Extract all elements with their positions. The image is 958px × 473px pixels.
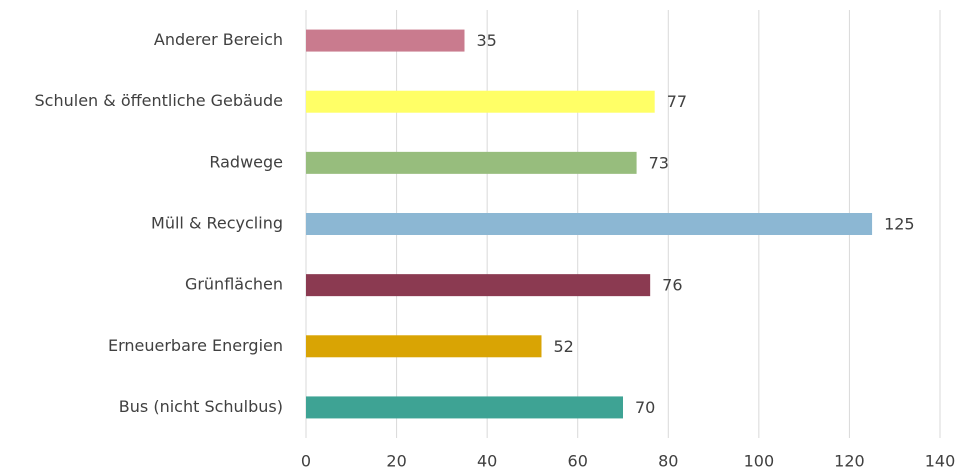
- y-tick-label: Müll & Recycling: [151, 214, 283, 233]
- data-label: 76: [662, 276, 682, 295]
- x-tick-label: 20: [386, 452, 406, 471]
- bar: [306, 396, 623, 419]
- x-tick-label: 40: [477, 452, 497, 471]
- data-label: 73: [649, 153, 669, 172]
- data-label: 35: [477, 31, 497, 50]
- data-label: 77: [667, 92, 687, 111]
- y-tick-label: Radwege: [209, 152, 283, 171]
- bar: [306, 213, 873, 235]
- x-tick-label: 140: [925, 452, 956, 471]
- y-tick-label: Bus (nicht Schulbus): [119, 397, 283, 416]
- data-label: 52: [553, 337, 573, 356]
- x-tick-label: 100: [744, 452, 775, 471]
- y-tick-label: Schulen & öffentliche Gebäude: [35, 91, 283, 110]
- bar: [306, 335, 542, 358]
- data-label: 70: [635, 398, 655, 417]
- bar: [306, 274, 651, 297]
- x-tick-label: 120: [834, 452, 865, 471]
- bar: [306, 29, 465, 52]
- x-tick-label: 60: [568, 452, 588, 471]
- y-tick-label: Erneuerbare Energien: [108, 336, 283, 355]
- data-label: 125: [884, 215, 915, 234]
- bar: [306, 90, 655, 113]
- x-tick-label: 80: [658, 452, 678, 471]
- bar: [306, 151, 637, 174]
- x-tick-label: 0: [301, 452, 311, 471]
- y-tick-label: Anderer Bereich: [154, 30, 283, 49]
- y-tick-label: Grünflächen: [185, 275, 283, 294]
